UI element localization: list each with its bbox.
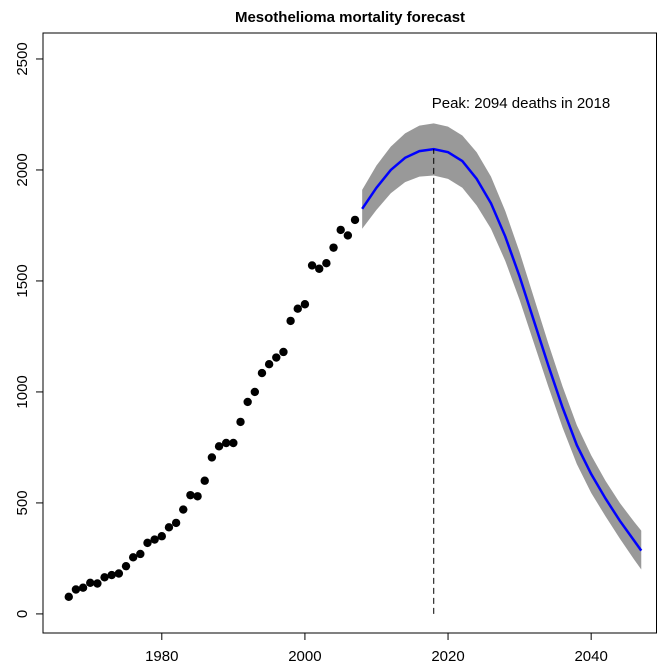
data-point xyxy=(300,300,310,309)
data-point xyxy=(93,579,102,588)
y-tick-label: 2500 xyxy=(14,42,31,75)
y-tick-label: 0 xyxy=(14,610,31,618)
data-point xyxy=(343,231,353,240)
y-tick-label: 500 xyxy=(14,490,31,515)
plot-box xyxy=(42,32,657,634)
data-point xyxy=(64,592,73,602)
data-point xyxy=(121,561,131,571)
data-point xyxy=(336,225,345,235)
forecast-line xyxy=(361,147,643,552)
data-point xyxy=(229,438,238,448)
data-point xyxy=(250,387,260,397)
data-point xyxy=(307,261,317,270)
data-point xyxy=(350,215,360,225)
data-point xyxy=(78,583,88,592)
x-tick-label: 2000 xyxy=(288,648,321,665)
data-point xyxy=(150,535,159,544)
data-point xyxy=(143,538,152,548)
data-point xyxy=(272,353,281,362)
data-point xyxy=(236,417,245,427)
data-point xyxy=(107,570,116,580)
chart-title: Mesothelioma mortality forecast xyxy=(235,9,465,26)
data-point xyxy=(322,258,331,268)
data-point xyxy=(71,585,81,594)
data-point xyxy=(257,368,267,378)
data-point xyxy=(214,442,224,451)
data-point xyxy=(315,264,324,273)
data-point xyxy=(200,476,209,485)
data-point xyxy=(157,532,166,541)
data-point xyxy=(164,523,174,532)
y-tick-label: 1000 xyxy=(14,375,31,408)
y-tick-label: 2000 xyxy=(14,153,31,186)
data-point xyxy=(86,578,95,588)
data-point xyxy=(264,359,274,369)
data-point xyxy=(193,492,202,501)
data-point xyxy=(114,569,124,578)
data-point xyxy=(286,316,295,326)
x-tick-label: 2020 xyxy=(431,648,464,665)
data-point xyxy=(171,518,181,528)
data-point xyxy=(207,453,217,462)
x-tick-label: 2040 xyxy=(574,648,607,665)
data-point xyxy=(100,573,109,582)
data-point xyxy=(329,243,338,252)
data-point xyxy=(279,347,288,357)
data-point xyxy=(179,505,188,514)
x-tick-label: 1980 xyxy=(145,648,178,665)
data-point xyxy=(221,438,231,448)
confidence-band xyxy=(362,123,642,570)
data-point xyxy=(136,549,145,559)
data-point xyxy=(243,397,252,407)
data-point xyxy=(293,304,302,313)
y-tick-label: 1500 xyxy=(14,264,31,297)
data-point xyxy=(128,553,138,562)
peak-annotation: Peak: 2094 deaths in 2018 xyxy=(432,95,610,112)
data-point xyxy=(186,490,195,500)
